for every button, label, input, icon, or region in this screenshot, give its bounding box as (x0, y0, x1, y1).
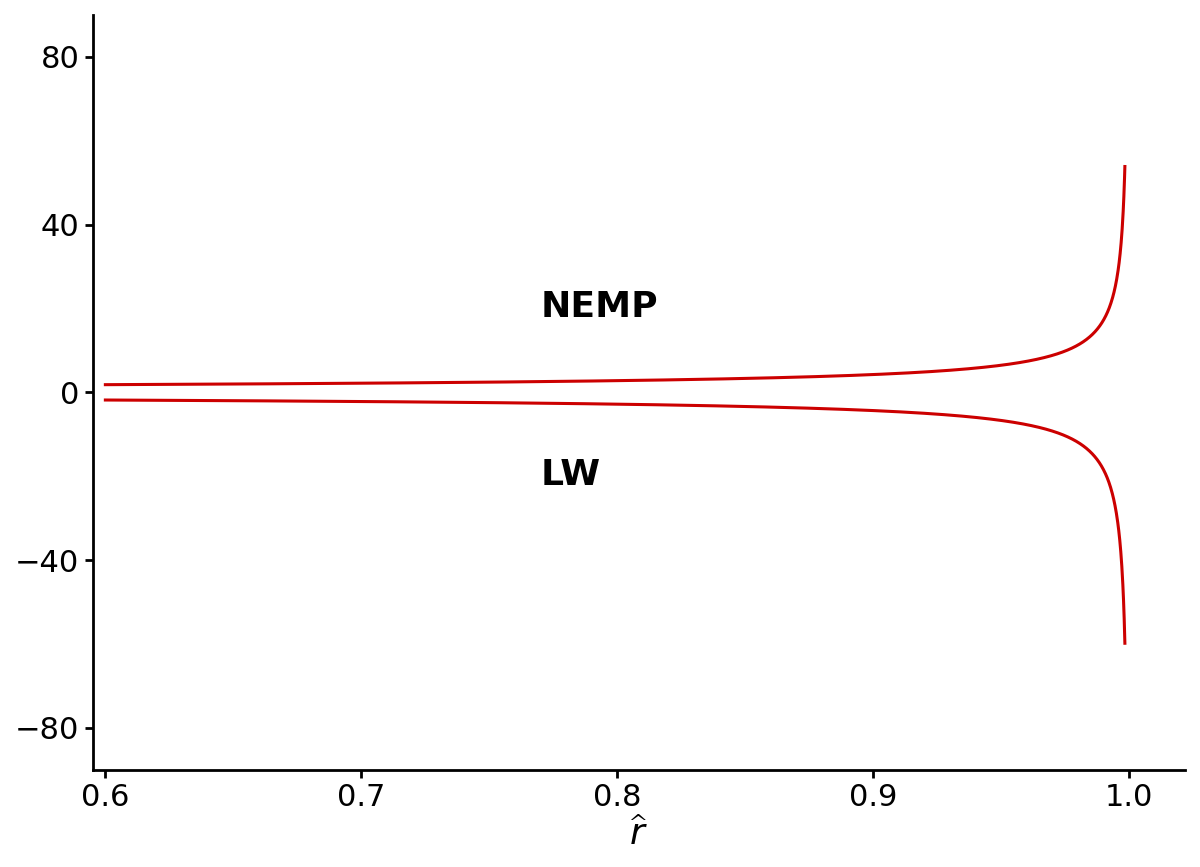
X-axis label: $\widehat{r}$: $\widehat{r}$ (630, 818, 648, 852)
Text: NEMP: NEMP (540, 290, 658, 324)
Text: LW: LW (540, 458, 600, 492)
